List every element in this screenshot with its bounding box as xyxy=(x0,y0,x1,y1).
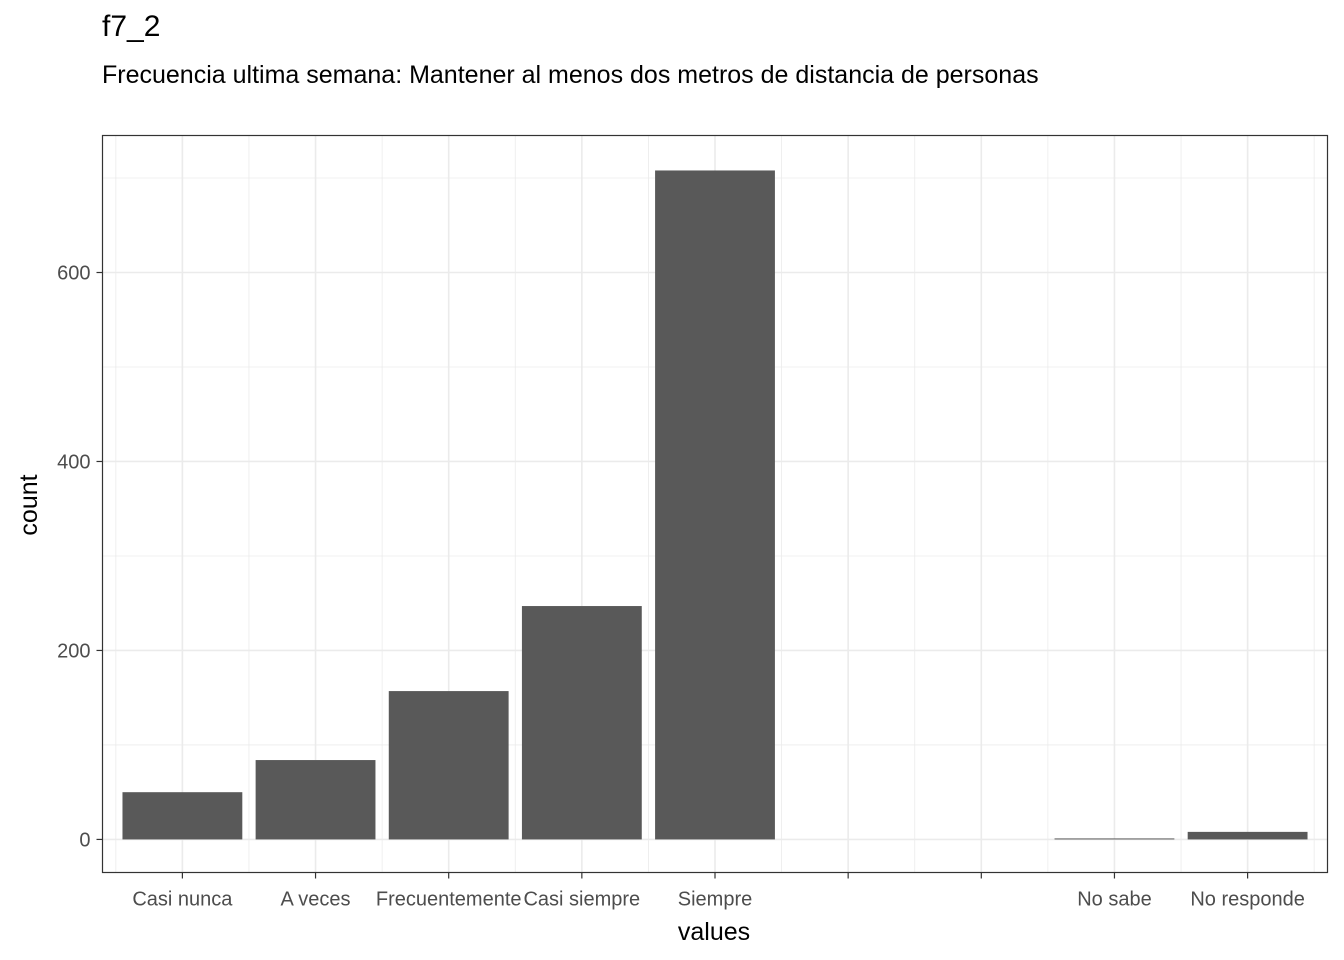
chart-subtitle: Frecuencia ultima semana: Mantener al me… xyxy=(102,61,1039,89)
bar xyxy=(122,792,243,840)
y-tick-label: 400 xyxy=(57,451,90,473)
bar xyxy=(521,606,642,840)
x-tick-label: A veces xyxy=(281,889,351,911)
bar xyxy=(255,760,376,840)
y-tick-label: 200 xyxy=(57,640,90,662)
x-tick-label: Casi nunca xyxy=(132,889,233,911)
x-axis-title: values xyxy=(678,918,750,946)
chart-title: f7_2 xyxy=(102,10,161,43)
bar xyxy=(1187,831,1308,840)
x-tick-label: Siempre xyxy=(678,889,752,911)
x-tick-label: No sabe xyxy=(1077,889,1152,911)
y-tick-label: 0 xyxy=(79,829,90,851)
bar xyxy=(655,170,775,840)
y-tick-label: 600 xyxy=(57,263,90,285)
bars xyxy=(122,170,1308,840)
y-axis: 0 200 400 600 xyxy=(57,263,103,851)
bar xyxy=(1054,838,1175,840)
y-axis-title: count xyxy=(15,474,43,535)
x-tick-label: No responde xyxy=(1190,889,1305,911)
x-axis: Casi nunca A veces Frecuentemente Casi siem… xyxy=(132,872,1305,911)
x-tick-label: Frecuentemente xyxy=(376,889,522,911)
x-tick-label: Casi siempre xyxy=(523,889,640,911)
bar xyxy=(388,691,509,840)
